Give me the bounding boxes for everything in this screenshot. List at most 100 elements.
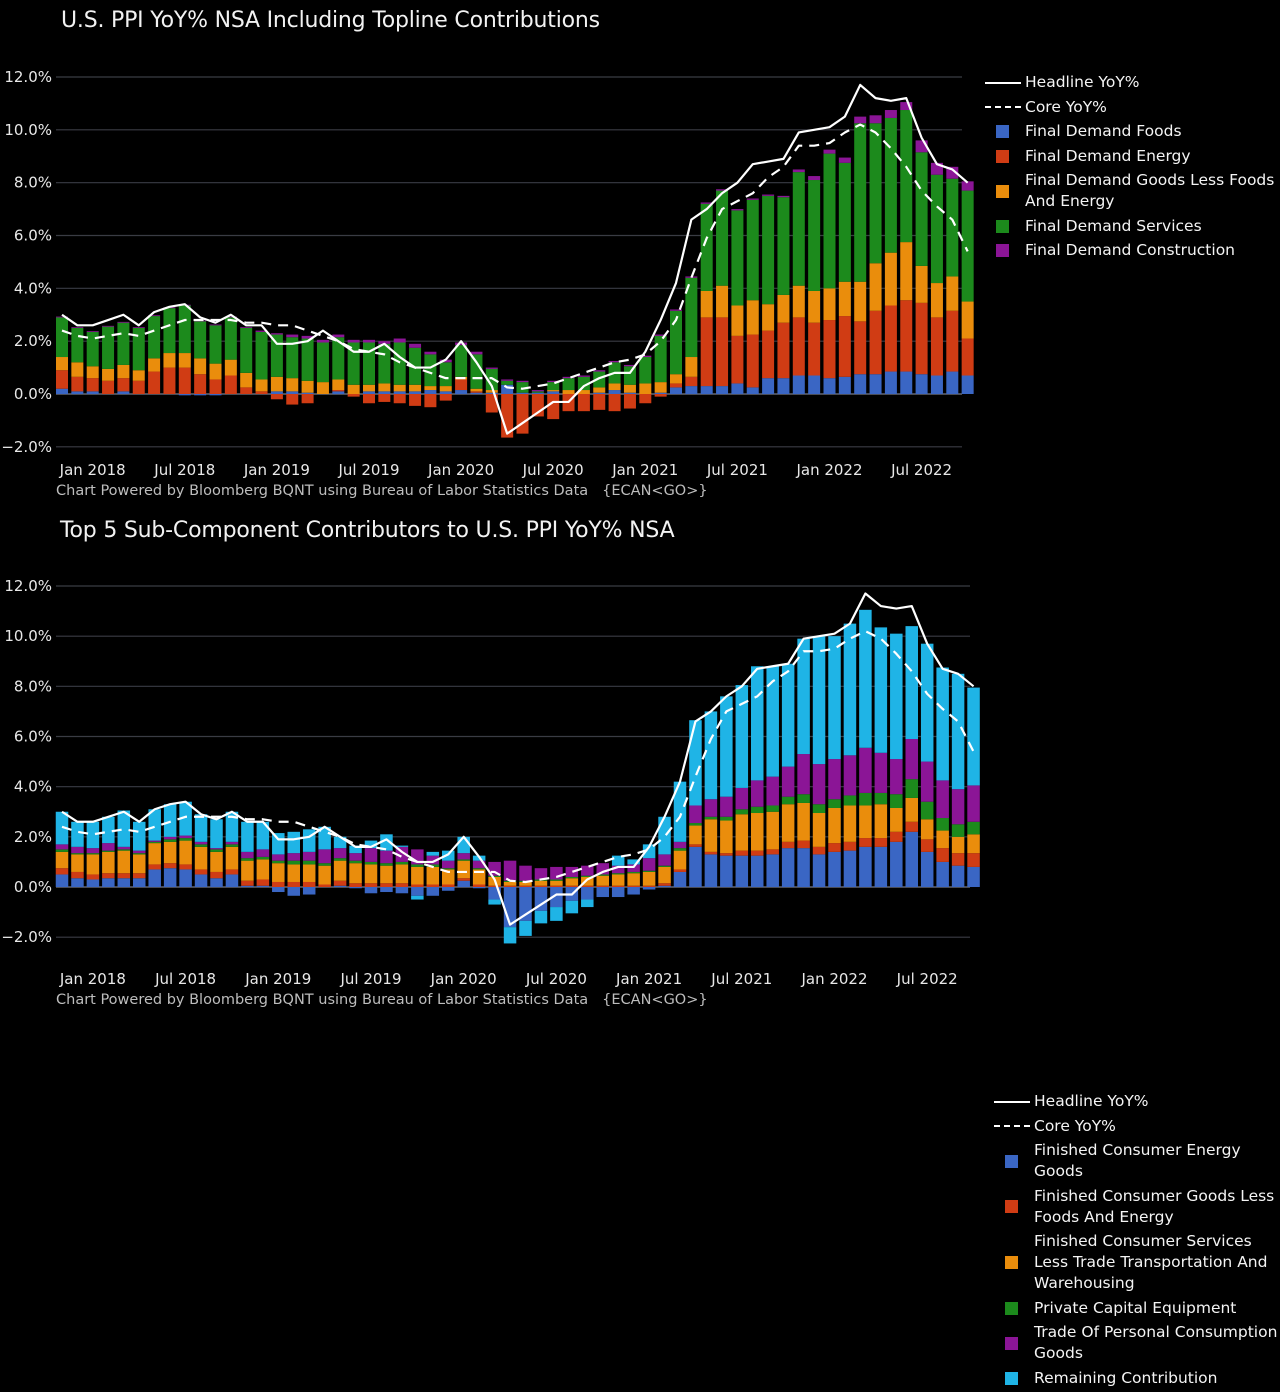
bar-segment (854, 374, 867, 394)
bar-segment (930, 375, 943, 394)
bar-segment (272, 833, 285, 855)
bar-segment (272, 887, 285, 893)
bar-segment (287, 853, 300, 861)
legend-item[interactable]: Final Demand Goods Less Foods And Energy (985, 170, 1280, 212)
bar-segment (812, 846, 826, 855)
bar-segment (163, 868, 177, 887)
bar-segment (442, 850, 455, 861)
solid-line-icon (985, 81, 1021, 84)
dashed-line-icon (985, 106, 1021, 108)
bar-segment (270, 376, 283, 392)
bar-segment (240, 327, 253, 328)
bar-segment (163, 367, 176, 394)
bar-segment (117, 850, 131, 874)
bar-segment (210, 848, 223, 850)
legend-label: Final Demand Energy (1025, 146, 1191, 165)
bar-segment (117, 873, 131, 879)
bar-segment (488, 875, 501, 877)
bar-segment (808, 180, 821, 291)
bar-segment (256, 821, 270, 850)
bar-segment (936, 861, 949, 887)
chart-plot-topline: 12.0% 10.0% 8.0% 6.0% 4.0% 2.0% 0.0% −2.0% Jan 2… (1, 68, 974, 479)
legend-item[interactable]: Headline YoY% (985, 72, 1280, 93)
legend-item[interactable]: Finished Consumer Services Less Trade Tr… (994, 1231, 1280, 1294)
bar-segment (673, 841, 687, 849)
legend-label: Trade Of Personal Consumption Goods (1034, 1323, 1278, 1362)
bar-segment (55, 849, 69, 852)
legend-item[interactable]: Private Capital Equipment (994, 1298, 1280, 1319)
bar-segment (884, 305, 897, 372)
bar-segment (792, 375, 805, 394)
bar-segment (777, 378, 790, 394)
bar-segment (102, 850, 115, 852)
bar-segment (287, 887, 300, 896)
bar-segment (411, 895, 424, 900)
bar-segment (240, 372, 253, 388)
bar-segment (843, 623, 857, 756)
bar-segment (442, 887, 455, 891)
bar-segment (869, 123, 882, 264)
bar-segment (623, 364, 636, 367)
bar-segment (890, 794, 903, 808)
legend-label: Core YoY% (1025, 97, 1107, 116)
bar-segment (393, 342, 406, 385)
bar-segment (823, 153, 836, 289)
bar-segment (534, 880, 548, 886)
bar-segment (224, 316, 237, 318)
bar-segment (71, 821, 84, 847)
legend-item[interactable]: Remaining Contribution (994, 1368, 1280, 1389)
bar-segment (439, 394, 452, 401)
bar-segment (349, 887, 362, 889)
bar-segment (611, 887, 625, 898)
legend-item[interactable]: Final Demand Services (985, 216, 1280, 237)
legend-item[interactable]: Headline YoY% (994, 1091, 1280, 1112)
legend-item[interactable]: Finished Consumer Energy Goods (994, 1140, 1280, 1182)
bar-segment (301, 338, 314, 381)
bar-segment (828, 636, 841, 760)
bar-segment (378, 383, 391, 392)
bar-segment (905, 797, 918, 822)
bar-segment (823, 288, 836, 321)
legend-item[interactable]: Final Demand Foods (985, 121, 1280, 142)
legend-item[interactable]: Core YoY% (985, 97, 1280, 118)
bar-segment (547, 380, 560, 383)
bar-segment (766, 849, 779, 855)
legend-symbol (994, 1371, 1034, 1385)
bar-segment (961, 375, 974, 394)
x-tick-label: Jul 2021 (710, 970, 772, 988)
bar-segment (766, 811, 779, 850)
legend-symbol (994, 1256, 1034, 1269)
x-tick-label: Jul 2021 (706, 461, 768, 479)
legend-item[interactable]: Trade Of Personal Consumption Goods (994, 1322, 1280, 1364)
bar-segment (565, 876, 579, 879)
legend-item[interactable]: Final Demand Construction (985, 240, 1280, 261)
bar-segment (501, 384, 514, 394)
bar-segment (347, 384, 360, 394)
bar-segment (426, 855, 440, 865)
bar-segment (859, 747, 872, 793)
legend-item[interactable]: Final Demand Energy (985, 146, 1280, 167)
bar-segment (364, 840, 378, 849)
x-tick-label: Jan 2018 (59, 970, 126, 988)
bar-segment (874, 838, 888, 847)
legend-item[interactable]: Finished Consumer Goods Less Foods And E… (994, 1186, 1280, 1228)
bar-segment (424, 394, 437, 408)
chart-title: U.S. PPI YoY% NSA Including Topline Cont… (61, 8, 600, 33)
x-tick-label: Jul 2019 (339, 970, 401, 988)
bar-segment (639, 357, 652, 384)
bar-segment (735, 850, 749, 856)
bar-segment (488, 885, 501, 887)
bar-segment (255, 330, 268, 332)
bar-segment (55, 874, 69, 887)
bar-segment (148, 358, 161, 372)
bar-segment (163, 841, 177, 864)
bar-segment (581, 865, 594, 876)
bar-segment (716, 317, 729, 387)
bar-segment (472, 860, 486, 869)
bar-segment (689, 825, 702, 845)
bar-segment (426, 866, 440, 885)
bar-segment (689, 844, 702, 847)
bar-segment (550, 885, 563, 887)
bar-segment (751, 780, 764, 807)
legend-item[interactable]: Core YoY% (994, 1116, 1280, 1137)
